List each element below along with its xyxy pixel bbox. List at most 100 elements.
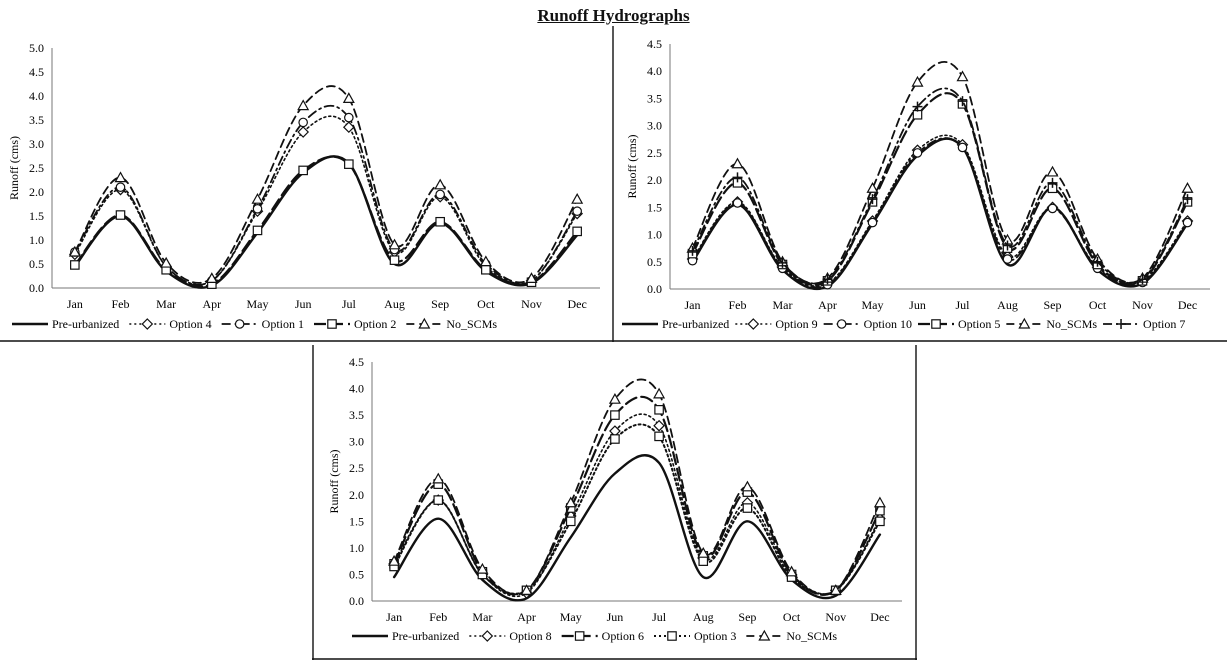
data-point (160, 256, 173, 268)
data-point (1047, 203, 1058, 214)
x-tick-label: Oct (783, 610, 801, 624)
legend-marker (758, 629, 771, 641)
data-point (435, 216, 445, 227)
data-point (653, 387, 666, 399)
legend-item: Option 2 (314, 317, 396, 331)
x-tick-label: Jun (607, 610, 624, 624)
data-point (205, 272, 218, 283)
data-point (433, 495, 444, 505)
x-tick-label: Jan (67, 297, 83, 311)
y-tick-label: 1.5 (349, 514, 364, 528)
data-point (742, 503, 753, 513)
legend-item: Option 10 (823, 317, 912, 331)
legend-label: Option 1 (262, 317, 304, 331)
x-tick-label: Jul (652, 610, 667, 624)
y-axis-label: Runoff (cms) (327, 449, 341, 513)
y-axis-label: Runoff (cms) (7, 136, 21, 200)
legend-label: Option 6 (602, 629, 644, 643)
y-tick-label: 3.5 (647, 91, 662, 105)
y-tick-label: 0.0 (647, 282, 662, 296)
y-tick-label: 2.5 (647, 146, 662, 160)
x-tick-label: Jul (955, 298, 970, 312)
x-tick-label: Oct (477, 297, 495, 311)
data-point (653, 419, 665, 432)
x-tick-label: Aug (997, 298, 1018, 312)
legend-label: No_SCMs (1046, 317, 1097, 331)
x-tick-label: Jun (295, 297, 312, 311)
legend-marker (1018, 317, 1031, 329)
data-point (912, 109, 923, 120)
legend-marker (931, 319, 941, 329)
data-point (731, 157, 744, 169)
series-line (393, 413, 881, 598)
legend-item: Option 6 (561, 629, 644, 643)
data-point (732, 198, 743, 208)
data-point (115, 182, 126, 192)
legend-marker (1116, 319, 1127, 329)
legend: Pre-urbanized Option 8 Option 6 Option 3 No_… (352, 629, 837, 643)
x-tick-label: Nov (1132, 298, 1153, 312)
data-point (912, 101, 923, 112)
y-tick-label: 0.5 (647, 255, 662, 269)
data-point (1182, 194, 1193, 205)
x-tick-label: Jan (685, 298, 701, 312)
data-point (114, 171, 127, 183)
data-point (252, 225, 263, 236)
legend-marker (574, 631, 585, 641)
data-point (697, 546, 710, 558)
data-point (251, 192, 264, 204)
legend-label: Option 2 (354, 317, 396, 331)
legend-item: Pre-urbanized (622, 317, 729, 331)
data-point (342, 92, 355, 104)
chart-panel-1: 0.0 0.5 1.0 1.5 2.0 2.5 3.0 3.5 4.0 4.5 5.0 Jan Feb M… (0, 26, 614, 342)
data-point (525, 272, 538, 283)
series-line (393, 378, 881, 596)
legend: Pre-urbanized Option 9 Option 10 Option 5 No… (622, 317, 1185, 331)
series-line (74, 115, 578, 286)
x-tick-label: Jul (342, 297, 357, 311)
y-tick-label: 3.0 (647, 119, 662, 133)
legend-marker (327, 319, 337, 329)
x-tick-label: Feb (429, 610, 447, 624)
series-option-5 (687, 92, 1193, 287)
y-tick-label: 4.5 (29, 65, 44, 79)
y-tick-label: 2.0 (29, 185, 44, 199)
data-point (732, 172, 743, 183)
data-point (572, 226, 582, 237)
series-line (73, 155, 579, 289)
legend-label: Option 8 (509, 629, 551, 643)
data-point (1182, 217, 1193, 228)
x-tick-label: Nov (521, 297, 542, 311)
x-tick-label: Nov (825, 610, 846, 624)
data-point (115, 210, 126, 220)
legend-label: Pre-urbanized (392, 629, 459, 643)
legend-label: No_SCMs (786, 629, 837, 643)
series-pre-urbanized (691, 137, 1189, 291)
series-no-scms (388, 378, 886, 596)
data-point (432, 472, 445, 484)
data-point (344, 112, 354, 123)
x-tick-label: Mar (773, 298, 793, 312)
data-point (571, 192, 584, 204)
x-tick-label: Dec (1178, 298, 1197, 312)
series-line (691, 87, 1189, 285)
series-option-4 (68, 115, 584, 287)
y-tick-label: 4.5 (349, 355, 364, 369)
legend-label: Option 5 (958, 317, 1000, 331)
data-point (1181, 182, 1194, 193)
data-point (829, 584, 842, 595)
y-tick-label: 0.5 (349, 567, 364, 581)
data-point (957, 142, 968, 153)
data-point (388, 238, 401, 250)
data-point (1002, 254, 1013, 264)
data-point (741, 480, 754, 492)
data-point (520, 584, 533, 595)
y-tick-label: 1.0 (29, 233, 44, 247)
y-tick-label: 2.5 (29, 161, 44, 175)
series-line (392, 454, 882, 602)
data-point (481, 264, 491, 275)
series-line (691, 137, 1189, 289)
data-point (297, 99, 310, 111)
y-tick-label: 1.5 (647, 200, 662, 214)
legend-marker (234, 319, 245, 329)
